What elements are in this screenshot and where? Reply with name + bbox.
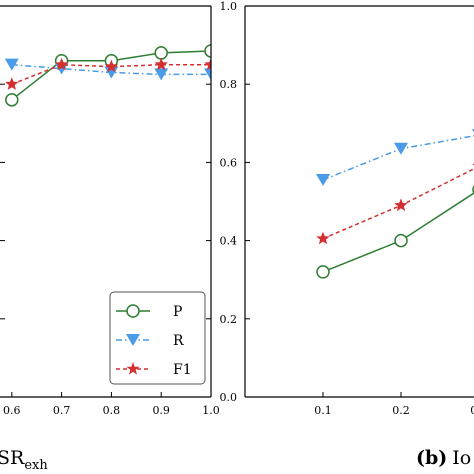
chart-panel-a: 0.6 0.7 0.8 0.9 1.0 P R F1 SRexh [0, 5, 220, 473]
series-line-f1 [322, 167, 474, 240]
data-point-f1 [394, 198, 408, 212]
series-line-f1 [11, 63, 211, 85]
series-line-p [322, 192, 474, 273]
legend-entry-p: P [116, 304, 182, 320]
data-point-p [316, 265, 330, 279]
panel-a-series [4, 44, 211, 107]
data-point-p [5, 93, 19, 107]
y-tick-label: 0.2 [220, 313, 238, 326]
panel-b-series [316, 129, 474, 279]
data-point-f1 [104, 59, 119, 73]
data-point-f1 [154, 57, 168, 71]
y-tick-label: 0.4 [220, 235, 238, 248]
x-tick-label: 1.0 [202, 404, 220, 417]
data-point-p [154, 46, 168, 60]
data-point-r [316, 173, 330, 186]
x-tick-label: 0.1 [314, 404, 332, 417]
data-point-r [154, 68, 169, 81]
data-point-r [4, 58, 19, 71]
panel-a-caption: SRexh [0, 447, 48, 473]
x-tick-label: 0.8 [103, 404, 121, 417]
panel-a-x-tick-labels: 0.6 0.7 0.8 0.9 1.0 [3, 404, 220, 417]
panel-b-x-tick-labels: 0.1 0.2 0.3 [314, 404, 474, 417]
y-tick-label: 0.8 [220, 78, 238, 91]
data-point-f1 [204, 57, 211, 71]
data-point-p [204, 44, 211, 58]
data-point-r [104, 66, 119, 79]
legend-entry-f1: F1 [116, 362, 192, 378]
panel-b-ticks [245, 5, 402, 398]
data-point-f1 [5, 77, 19, 90]
x-tick-label: 0.2 [392, 404, 410, 417]
panel-b-caption: (b) Io [416, 447, 471, 469]
legend-entry-r: R [116, 333, 184, 349]
data-point-f1 [54, 57, 69, 71]
data-point-p [394, 233, 408, 248]
x-tick-label: 0.9 [152, 404, 170, 417]
chart-panel-b: 0.1 0.2 0.3 0.0 0.2 0.4 0.6 0.8 1.0 (b)Io [220, 0, 474, 469]
legend-marker-f1 [126, 362, 140, 375]
data-point-r [394, 142, 408, 155]
x-tick-label: 0.7 [53, 404, 71, 417]
y-tick-label: 0.0 [220, 391, 238, 404]
legend-label-f1: F1 [173, 362, 192, 378]
x-tick-label: 0.3 [470, 404, 474, 417]
y-tick-label: 1.0 [220, 0, 238, 13]
data-point-f1 [316, 231, 330, 245]
legend-label-r: R [173, 333, 184, 349]
series-line-r [322, 135, 474, 181]
legend-marker-p [126, 304, 140, 318]
legend-marker-r [126, 334, 140, 346]
x-tick-label: 0.6 [3, 404, 21, 417]
legend: P R F1 [109, 291, 206, 385]
panel-b-y-tick-labels: 0.0 0.2 0.4 0.6 0.8 1.0 [220, 0, 238, 404]
data-point-r [204, 68, 211, 81]
legend-label-p: P [173, 304, 182, 320]
y-tick-label: 0.6 [220, 156, 238, 169]
